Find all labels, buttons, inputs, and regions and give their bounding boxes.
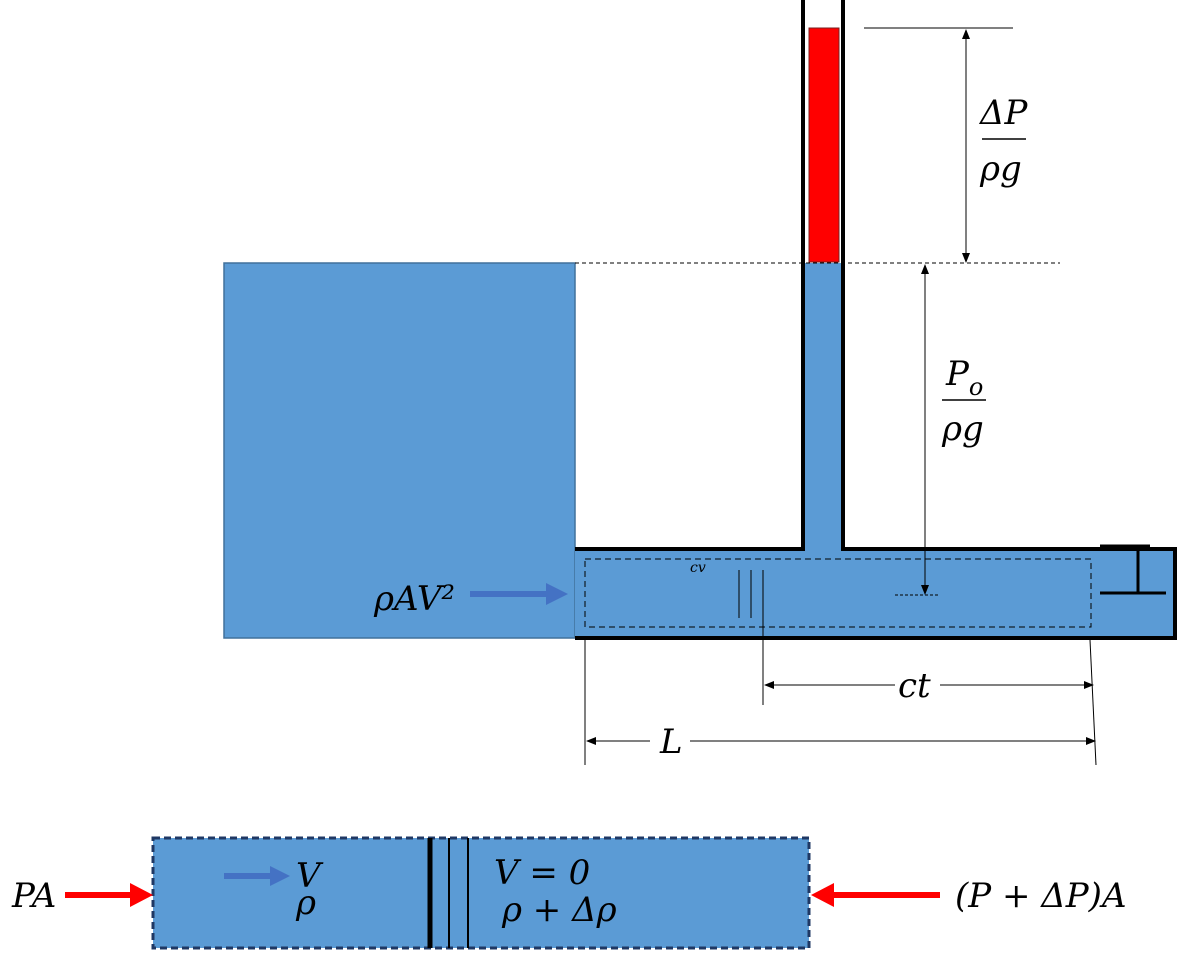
valve [1100, 544, 1166, 595]
control-volume-detail: PA V ρ V = 0 ρ + Δρ (P + ΔP)A [11, 836, 1127, 950]
control-volume [151, 836, 811, 950]
label: ΔP [978, 93, 1029, 133]
force-arrow [130, 883, 153, 907]
label: ct [898, 666, 931, 706]
label: V [296, 856, 324, 896]
label: Po [945, 354, 983, 401]
reservoir [223, 262, 576, 639]
label: ρg [979, 149, 1022, 189]
pipe-walls [575, 0, 1177, 640]
water-hammer-setup: ΔP ρg Po ρg ρAV² cv ct L [223, 0, 1177, 766]
label: (P + ΔP)A [955, 876, 1127, 916]
tube-water [805, 263, 843, 551]
label: ρg [941, 409, 984, 449]
label: ρ + Δρ [501, 890, 617, 930]
momentum-arrow [470, 583, 568, 605]
pressure-column [808, 27, 840, 263]
velocity-arrow [270, 866, 290, 886]
label: cv [690, 560, 706, 576]
reference-lines [575, 27, 1097, 766]
force-arrow [811, 883, 834, 907]
label: o [969, 373, 983, 401]
label: ρAV² [373, 579, 455, 619]
label: P [945, 354, 970, 394]
label: ρ [295, 883, 316, 923]
pipe-water [575, 549, 1175, 638]
label: L [659, 722, 683, 762]
label: PA [11, 876, 56, 916]
label: V = 0 [494, 853, 590, 893]
